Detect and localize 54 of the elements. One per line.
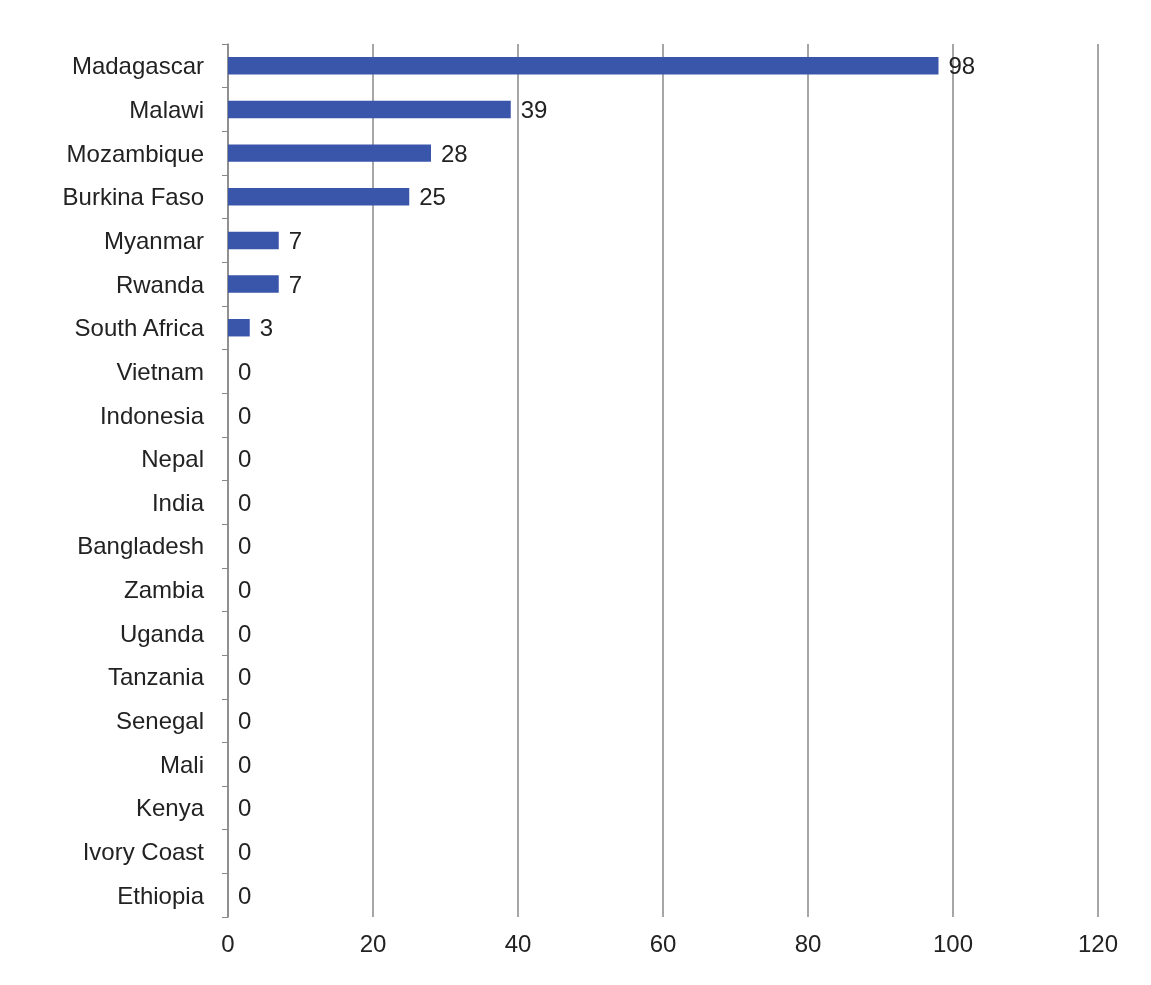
data-label: 0 <box>238 576 252 604</box>
y-tick-label: Tanzania <box>107 663 205 691</box>
y-tick-label: Indonesia <box>99 401 205 429</box>
y-tick-label: Malawi <box>129 95 204 123</box>
x-tick-label: 120 <box>1077 929 1119 957</box>
y-tick-label: South Africa <box>74 314 205 342</box>
y-tick-label: Senegal <box>115 707 204 735</box>
data-label: 28 <box>441 139 468 167</box>
y-tick-label: Madagascar <box>71 52 204 80</box>
data-label: 3 <box>259 314 274 342</box>
y-tick-label: Ethiopia <box>117 881 205 909</box>
bar <box>228 319 250 337</box>
y-tick-label: India <box>151 488 205 516</box>
data-label: 39 <box>520 95 548 123</box>
y-tick-label: Ivory Coast <box>82 838 205 866</box>
x-tick-label: 60 <box>649 929 677 957</box>
y-tick-label: Zambia <box>123 576 205 604</box>
data-label: 98 <box>948 52 976 80</box>
data-label: 0 <box>238 750 252 778</box>
bar <box>228 144 431 162</box>
y-tick-label: Bangladesh <box>77 532 204 560</box>
y-tick-label: Mozambique <box>66 139 204 167</box>
data-label: 0 <box>238 619 252 647</box>
data-label: 25 <box>419 183 446 211</box>
data-label: 0 <box>238 838 252 866</box>
data-label: 7 <box>288 226 303 254</box>
y-tick-label: Nepal <box>141 445 204 473</box>
bar <box>228 188 410 206</box>
y-tick-label: Mali <box>159 750 204 778</box>
data-label: 0 <box>238 707 252 735</box>
bar <box>228 57 939 75</box>
y-tick-label: Rwanda <box>115 270 205 298</box>
y-tick-label: Myanmar <box>103 226 204 254</box>
y-tick-label: Burkina Faso <box>62 183 204 211</box>
bar <box>228 100 511 119</box>
data-label: 0 <box>238 488 252 516</box>
x-tick-label: 80 <box>794 929 822 957</box>
bar <box>228 275 279 293</box>
data-label: 0 <box>238 445 252 473</box>
data-label: 0 <box>238 881 252 909</box>
data-label: 7 <box>288 270 303 298</box>
x-tick-label: 20 <box>359 929 387 957</box>
data-label: 0 <box>238 357 252 385</box>
data-label: 0 <box>238 532 252 560</box>
x-tick-label: 40 <box>504 929 532 957</box>
y-tick-label: Uganda <box>119 619 205 647</box>
data-label: 0 <box>238 794 252 822</box>
bar <box>228 231 279 250</box>
data-label: 0 <box>238 663 252 691</box>
x-tick-label: 0 <box>221 929 235 957</box>
y-tick-label: Vietnam <box>116 357 204 385</box>
y-tick-label: Kenya <box>135 794 205 822</box>
x-tick-label: 100 <box>932 929 974 957</box>
data-label: 0 <box>238 401 252 429</box>
